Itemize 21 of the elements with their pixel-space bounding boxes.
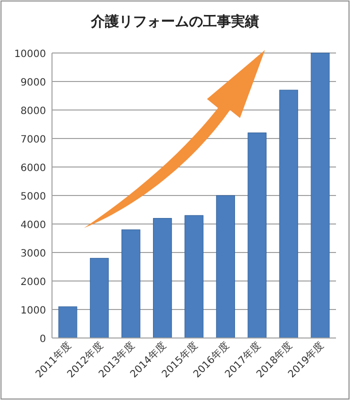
y-tick-label: 7000 (20, 134, 46, 146)
chart-title: 介護リフォームの工事実績 (90, 13, 259, 30)
bar (279, 90, 298, 338)
y-tick-label: 2000 (20, 277, 46, 288)
bar (153, 218, 172, 338)
y-tick-label: 4000 (20, 220, 46, 231)
bar (216, 195, 235, 338)
y-tick-label: 1000 (20, 306, 46, 316)
bar (90, 258, 109, 338)
y-tick-label: 0 (40, 334, 46, 345)
y-tick-label: 8000 (20, 106, 46, 117)
bar (58, 306, 78, 338)
bar (248, 132, 267, 338)
bar (121, 229, 140, 338)
y-tick-label: 9000 (20, 78, 46, 88)
bar (184, 215, 204, 338)
y-tick-label: 3000 (20, 248, 46, 260)
y-tick-label: 6000 (20, 163, 46, 174)
bar (310, 52, 330, 338)
y-tick-label: 10000 (14, 49, 46, 60)
y-tick-label: 5000 (20, 192, 46, 202)
